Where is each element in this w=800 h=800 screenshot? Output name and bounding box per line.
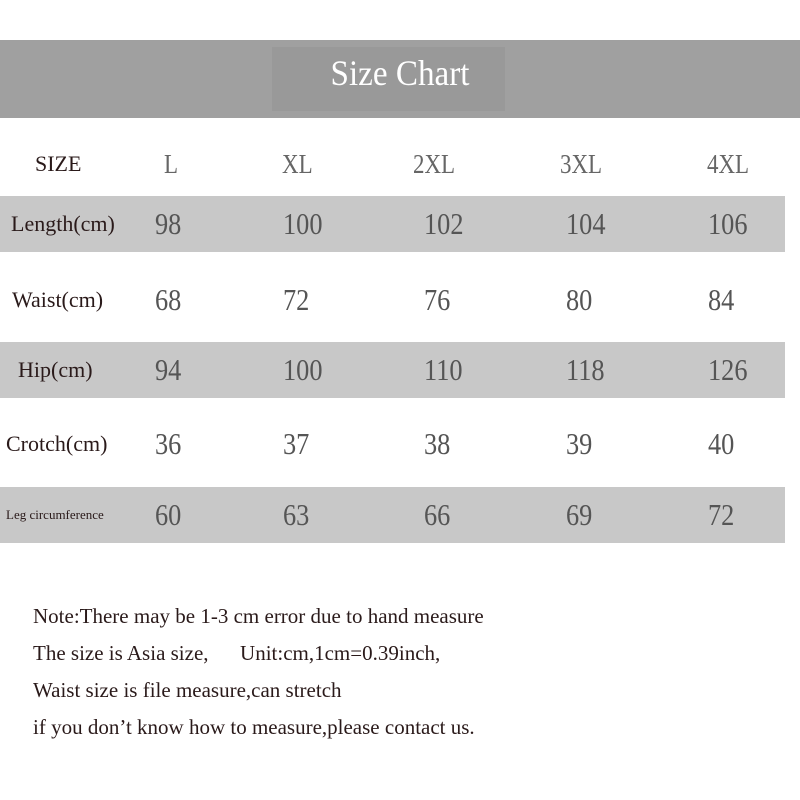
table-cell: 37	[283, 426, 310, 461]
table-cell: 72	[708, 497, 735, 532]
note-line: if you don’t know how to measure,please …	[33, 715, 475, 739]
size-header: L	[164, 149, 179, 179]
table-row: Leg circumference 60 63 66 69 72	[0, 487, 785, 543]
size-header-label: SIZE	[35, 151, 82, 176]
table-cell: 118	[566, 352, 605, 387]
table-cell: 40	[708, 426, 735, 461]
table-cell: 63	[283, 497, 310, 532]
page-title: Size Chart	[330, 53, 470, 93]
title-box	[272, 47, 505, 111]
row-label: Waist(cm)	[12, 287, 104, 312]
size-header: 3XL	[560, 149, 603, 179]
table-cell: 102	[424, 206, 464, 241]
table-cell: 72	[283, 282, 310, 317]
note-line: Note:There may be 1-3 cm error due to ha…	[33, 604, 484, 628]
header-row: SIZE L XL 2XL 3XL 4XL	[0, 136, 785, 192]
notes: Note:There may be 1-3 cm error due to ha…	[33, 598, 484, 746]
row-label: Leg circumference	[6, 507, 104, 522]
table-row: Hip(cm) 94 100 110 118 126	[0, 342, 785, 398]
table-cell: 104	[566, 206, 606, 241]
note-line: The size is Asia size, Unit:cm,1cm=0.39i…	[33, 641, 441, 665]
size-header: 2XL	[413, 149, 456, 179]
table-cell: 106	[708, 206, 748, 241]
row-label: Length(cm)	[11, 211, 115, 236]
table-row: Waist(cm) 68 72 76 80 84	[0, 272, 785, 328]
table-cell: 76	[424, 282, 451, 317]
table-row: Length(cm) 98 100 102 104 106	[0, 196, 785, 252]
table-cell: 100	[283, 352, 323, 387]
table-row: Crotch(cm) 36 37 38 39 40	[0, 416, 785, 472]
table-cell: 60	[155, 497, 182, 532]
table-cell: 69	[566, 497, 593, 532]
note-line: Waist size is file measure,can stretch	[33, 678, 342, 702]
row-label: Crotch(cm)	[6, 431, 108, 456]
table-cell: 100	[283, 206, 323, 241]
table-cell: 36	[155, 426, 182, 461]
table-cell: 80	[566, 282, 593, 317]
table-cell: 84	[708, 282, 735, 317]
size-header: XL	[282, 149, 313, 179]
size-header: 4XL	[707, 149, 750, 179]
table-cell: 126	[708, 352, 748, 387]
row-label: Hip(cm)	[18, 357, 93, 382]
table-cell: 68	[155, 282, 182, 317]
table-cell: 39	[566, 426, 593, 461]
table-cell: 110	[424, 352, 463, 387]
table-cell: 94	[155, 352, 182, 387]
table-cell: 98	[155, 206, 182, 241]
table-cell: 38	[424, 426, 451, 461]
table-cell: 66	[424, 497, 451, 532]
title-banner: Size Chart	[0, 40, 800, 118]
